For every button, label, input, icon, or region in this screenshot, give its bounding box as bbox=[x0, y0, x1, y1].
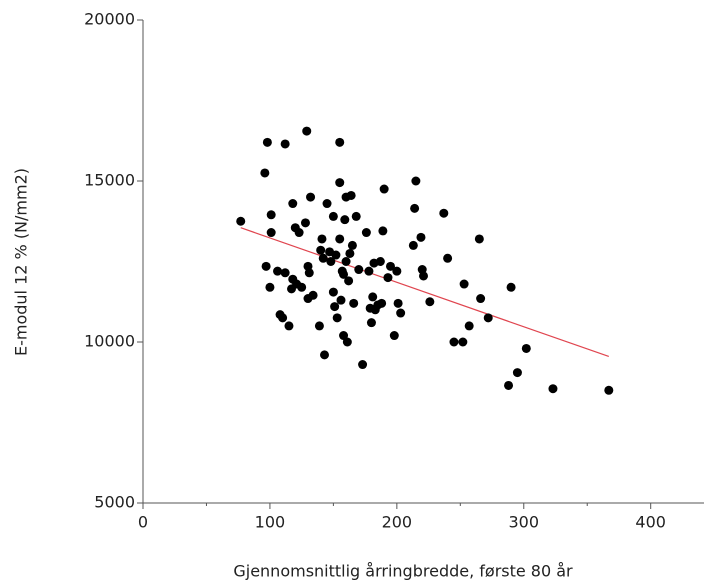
point bbox=[335, 137, 345, 147]
point bbox=[306, 192, 316, 202]
point bbox=[368, 292, 378, 302]
point bbox=[375, 257, 385, 266]
point bbox=[341, 257, 351, 266]
x-tick-label: 400 bbox=[635, 513, 666, 532]
y-tick-label: 20000 bbox=[84, 10, 135, 29]
point bbox=[320, 350, 329, 360]
point bbox=[328, 211, 338, 221]
point bbox=[504, 380, 514, 390]
point bbox=[419, 271, 428, 281]
point bbox=[386, 261, 395, 271]
point bbox=[266, 228, 276, 238]
point bbox=[506, 282, 516, 292]
point bbox=[389, 331, 399, 341]
point bbox=[294, 228, 304, 238]
point bbox=[280, 139, 290, 149]
point bbox=[474, 234, 484, 244]
point bbox=[449, 337, 459, 347]
point bbox=[345, 248, 355, 258]
point bbox=[308, 290, 318, 300]
point bbox=[314, 321, 324, 331]
point bbox=[339, 269, 349, 279]
point bbox=[483, 313, 493, 323]
point bbox=[459, 279, 469, 289]
point bbox=[335, 234, 345, 244]
point bbox=[316, 245, 326, 255]
point bbox=[300, 218, 310, 228]
x-tick-label: 100 bbox=[255, 513, 286, 532]
y-tick-label: 5000 bbox=[94, 493, 135, 512]
point bbox=[361, 228, 371, 238]
point bbox=[342, 337, 352, 347]
y-axis-label: E-modul 12 % (N/mm2) bbox=[12, 168, 31, 356]
point bbox=[278, 313, 288, 323]
point bbox=[336, 295, 346, 305]
point bbox=[262, 137, 272, 147]
point bbox=[379, 184, 389, 194]
point bbox=[328, 287, 338, 297]
point bbox=[344, 276, 354, 286]
point bbox=[410, 203, 420, 213]
x-tick-label: 200 bbox=[382, 513, 413, 532]
point bbox=[521, 343, 531, 353]
point bbox=[439, 208, 449, 218]
point bbox=[331, 250, 341, 260]
point bbox=[411, 176, 421, 186]
point bbox=[265, 282, 275, 292]
point bbox=[288, 199, 298, 209]
x-tick-label: 300 bbox=[508, 513, 539, 532]
point bbox=[378, 226, 388, 236]
point bbox=[443, 253, 453, 263]
point bbox=[317, 234, 327, 244]
point bbox=[349, 298, 359, 308]
point bbox=[346, 190, 356, 200]
point bbox=[347, 240, 357, 250]
point bbox=[377, 298, 387, 308]
point bbox=[322, 199, 332, 209]
point bbox=[318, 253, 328, 263]
point bbox=[396, 308, 406, 318]
point bbox=[302, 126, 312, 136]
point bbox=[354, 265, 364, 275]
point bbox=[236, 216, 246, 226]
point bbox=[280, 268, 290, 278]
point bbox=[408, 240, 418, 250]
point bbox=[297, 282, 307, 292]
point bbox=[284, 321, 294, 331]
point bbox=[393, 298, 403, 308]
point bbox=[366, 318, 376, 328]
x-axis-label: Gjennomsnittlig årringbredde, første 80 … bbox=[233, 562, 573, 581]
point bbox=[604, 385, 614, 395]
y-tick-label: 15000 bbox=[84, 171, 135, 190]
point bbox=[458, 337, 468, 347]
point bbox=[335, 178, 345, 188]
point bbox=[392, 266, 402, 276]
point bbox=[548, 384, 558, 394]
point bbox=[332, 313, 342, 323]
point bbox=[464, 321, 474, 331]
point bbox=[425, 297, 435, 307]
point bbox=[340, 215, 350, 225]
point bbox=[260, 168, 270, 178]
point bbox=[273, 266, 283, 276]
point bbox=[266, 210, 276, 220]
point bbox=[383, 273, 393, 283]
trend-line bbox=[240, 227, 610, 358]
y-tick-label: 10000 bbox=[84, 332, 135, 351]
point bbox=[476, 294, 486, 304]
x-tick-label: 0 bbox=[138, 513, 148, 532]
point bbox=[326, 257, 336, 266]
point bbox=[416, 232, 426, 242]
point bbox=[261, 261, 271, 271]
point bbox=[330, 302, 340, 312]
point bbox=[358, 360, 368, 370]
point bbox=[304, 268, 314, 278]
point bbox=[364, 266, 374, 276]
point bbox=[512, 368, 522, 378]
point bbox=[351, 211, 361, 221]
